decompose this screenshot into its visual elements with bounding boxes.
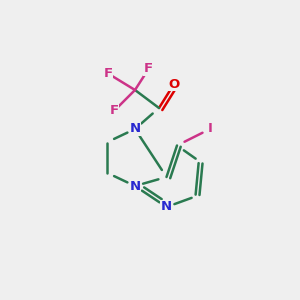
Text: N: N bbox=[129, 179, 141, 193]
Text: F: F bbox=[103, 67, 112, 80]
Text: N: N bbox=[161, 200, 172, 214]
Text: F: F bbox=[110, 104, 118, 118]
Text: F: F bbox=[144, 62, 153, 76]
Text: N: N bbox=[129, 122, 141, 136]
Text: I: I bbox=[208, 122, 212, 136]
Text: O: O bbox=[168, 77, 180, 91]
